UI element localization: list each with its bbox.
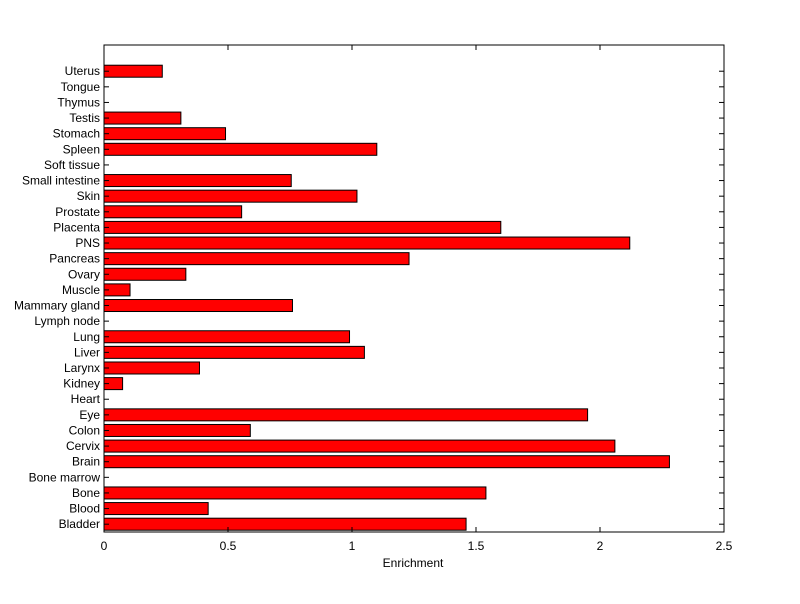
bars-layer (103, 64, 670, 531)
bar-uterus (103, 64, 163, 78)
y-tick-label: Muscle (62, 283, 100, 297)
y-tick-label: Testis (69, 111, 100, 125)
bar-placenta (103, 220, 502, 234)
bar-small-intestine (103, 174, 292, 188)
bar-mammary-gland (103, 299, 293, 313)
y-tick-label: Brain (72, 455, 100, 469)
y-tick-label: Bladder (59, 517, 100, 531)
bar-larynx (103, 361, 200, 375)
bar-bladder (103, 517, 467, 531)
plot-frame (103, 44, 725, 533)
y-tick-label: Heart (71, 392, 101, 406)
bar-pns (103, 236, 631, 250)
y-tick-label: Lymph node (34, 314, 100, 328)
y-tick-label: Lung (73, 330, 100, 344)
bar-spleen (103, 142, 378, 156)
bar-blood (103, 502, 209, 516)
bar-brain (103, 455, 670, 469)
bar-bone (103, 486, 487, 500)
bar-liver (103, 345, 365, 359)
y-tick-label: Soft tissue (44, 158, 100, 172)
y-tick-label: Thymus (57, 95, 100, 109)
y-tick-label: Colon (69, 423, 100, 437)
x-axis-label: Enrichment (383, 556, 444, 570)
x-tick-label: 1 (349, 539, 356, 553)
y-tick-label: Skin (77, 189, 100, 203)
y-tick-label: Cervix (66, 439, 100, 453)
x-tick-label: 1.5 (468, 539, 485, 553)
y-tick-label: Spleen (63, 142, 100, 156)
bar-skin (103, 189, 358, 203)
y-tick-label: Prostate (55, 205, 100, 219)
bar-lung (103, 330, 351, 344)
bar-pancreas (103, 252, 410, 266)
y-tick-label: Pancreas (49, 252, 100, 266)
bar-colon (103, 423, 251, 437)
x-tick-label: 0 (101, 539, 108, 553)
x-tick-label: 2 (597, 539, 604, 553)
y-tick-label: Kidney (63, 377, 100, 391)
y-tick-label: Tongue (61, 80, 101, 94)
y-tick-label: Bone marrow (29, 470, 101, 484)
y-tick-label: Liver (74, 345, 100, 359)
bar-testis (103, 111, 182, 125)
y-tick-label: Uterus (65, 64, 100, 78)
y-tick-label: Larynx (64, 361, 100, 375)
y-tick-label: PNS (75, 236, 100, 250)
y-tick-label: Stomach (53, 127, 100, 141)
bar-cervix (103, 439, 616, 453)
x-tick-label: 2.5 (716, 539, 733, 553)
bar-prostate (103, 205, 243, 219)
y-tick-label: Eye (79, 408, 100, 422)
y-tick-label: Blood (69, 502, 100, 516)
y-tick-label: Bone (72, 486, 100, 500)
bar-eye (103, 408, 589, 422)
bar-stomach (103, 127, 227, 141)
y-tick-label: Mammary gland (14, 299, 100, 313)
x-tick-label: 0.5 (220, 539, 237, 553)
y-tick-label: Small intestine (22, 174, 100, 188)
y-tick-label: Placenta (53, 220, 100, 234)
y-tick-label: Ovary (68, 267, 100, 281)
bar-ovary (103, 267, 187, 281)
